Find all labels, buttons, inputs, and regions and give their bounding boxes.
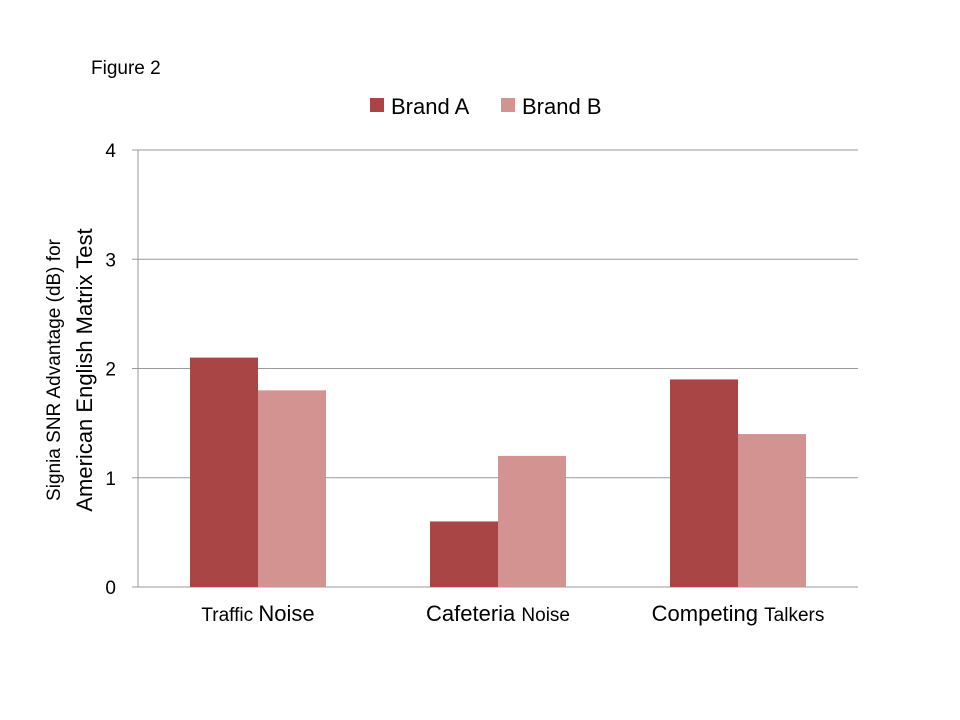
y-axis-label: Signia SNR Advantage (dB) for American En… bbox=[44, 228, 97, 511]
legend-label: Brand B bbox=[522, 94, 602, 119]
bar-brand-b bbox=[498, 455, 566, 587]
x-tick-label: Traffic Noise bbox=[201, 601, 314, 626]
y-tick-label: 3 bbox=[105, 250, 116, 271]
legend-label: Brand A bbox=[391, 94, 470, 119]
y-axis-label-line: American English Matrix Test bbox=[72, 228, 97, 511]
y-tick-label: 1 bbox=[105, 469, 116, 490]
figure-label: Figure 2 bbox=[91, 58, 161, 79]
bar-brand-a bbox=[190, 357, 258, 587]
y-axis-label-line: Signia SNR Advantage (dB) for bbox=[44, 238, 65, 501]
x-tick-label: Competing Talkers bbox=[652, 601, 825, 626]
bar-brand-b bbox=[738, 434, 806, 587]
bar-brand-a bbox=[670, 379, 738, 587]
bar-brand-b bbox=[258, 390, 326, 587]
legend-swatch bbox=[501, 98, 515, 112]
y-tick-label: 4 bbox=[105, 141, 116, 162]
legend-swatch bbox=[370, 98, 384, 112]
bar-brand-a bbox=[430, 521, 498, 587]
x-tick-label: Cafeteria Noise bbox=[426, 601, 570, 626]
x-axis-ticks: Traffic Noise Cafeteria Noise Competing Ta… bbox=[201, 601, 824, 626]
y-tick-label: 0 bbox=[105, 578, 116, 599]
y-axis-ticks: 0 1 2 3 4 bbox=[105, 141, 116, 599]
y-tick-label: 2 bbox=[105, 360, 116, 381]
bars bbox=[190, 357, 806, 587]
legend: Brand A Brand B bbox=[370, 94, 602, 119]
